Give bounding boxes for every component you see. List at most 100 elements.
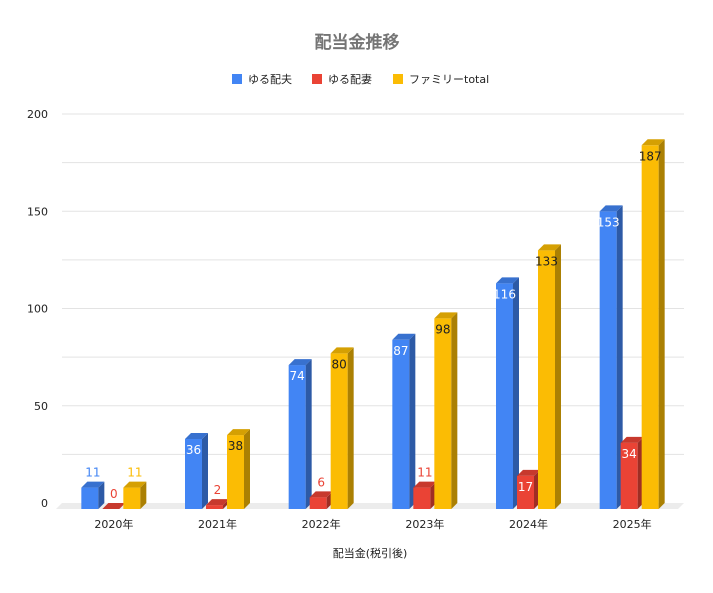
data-label: 11 bbox=[85, 466, 100, 480]
bar-top bbox=[538, 244, 561, 251]
data-label: 6 bbox=[317, 475, 325, 489]
bar-front bbox=[309, 497, 327, 509]
y-tick-label: 50 bbox=[34, 400, 48, 413]
bar-front bbox=[288, 365, 306, 509]
data-label: 187 bbox=[639, 149, 662, 163]
data-label: 38 bbox=[228, 439, 243, 453]
x-tick-label: 2023年 bbox=[405, 517, 444, 531]
data-label: 11 bbox=[127, 466, 142, 480]
x-tick-label: 2024年 bbox=[509, 517, 548, 531]
bar: 11 bbox=[123, 466, 147, 509]
bar-side bbox=[305, 359, 312, 509]
data-label: 80 bbox=[332, 357, 347, 371]
bar-top bbox=[330, 347, 354, 354]
bar-top bbox=[288, 359, 312, 366]
bar-top bbox=[434, 312, 458, 319]
bar-top bbox=[496, 277, 519, 284]
bar-side bbox=[513, 277, 519, 509]
legend-label: ゆる配妻 bbox=[328, 73, 372, 86]
bar-top bbox=[81, 481, 105, 488]
x-tick-label: 2022年 bbox=[302, 517, 341, 531]
legend: ゆる配夫 ゆる配妻 ファミリーtotal bbox=[232, 73, 489, 86]
bar: 11 bbox=[81, 466, 105, 509]
legend-swatch bbox=[393, 74, 403, 84]
legend-swatch bbox=[232, 74, 242, 84]
bar-top bbox=[392, 333, 416, 340]
legend-label: ファミリーtotal bbox=[409, 73, 489, 86]
data-label: 36 bbox=[186, 443, 201, 457]
bar-side bbox=[244, 429, 250, 509]
bar-top bbox=[123, 481, 147, 488]
bar: 38 bbox=[227, 429, 250, 509]
bar-front bbox=[185, 438, 202, 509]
bar-side bbox=[98, 481, 105, 509]
y-tick-label: 0 bbox=[41, 497, 48, 510]
bar-front bbox=[641, 145, 659, 509]
bar: 36 bbox=[185, 432, 208, 509]
bar-front bbox=[123, 487, 141, 509]
x-axis-title: 配当金(税引後) bbox=[333, 546, 408, 560]
y-tick-label: 150 bbox=[27, 205, 48, 218]
bar-front bbox=[434, 318, 452, 509]
bar-side bbox=[555, 244, 561, 509]
bar-front bbox=[620, 442, 638, 509]
bars: 11 0 11 36 2 38 74 6 80 87 11 98 116 17 133 153 34 187 bbox=[81, 139, 665, 510]
bar-front bbox=[496, 283, 513, 509]
bar: 2 bbox=[206, 483, 229, 509]
y-axis: 0 50 100 150 200 bbox=[27, 108, 48, 510]
data-label: 2 bbox=[214, 483, 222, 497]
bar-side bbox=[658, 139, 665, 509]
x-tick-label: 2020年 bbox=[94, 517, 133, 531]
bar-front bbox=[392, 339, 410, 509]
data-label: 153 bbox=[597, 215, 620, 229]
data-label: 11 bbox=[417, 466, 432, 480]
legend-label: ゆる配夫 bbox=[248, 73, 292, 86]
bar-top bbox=[620, 436, 644, 443]
chart-title: 配当金推移 bbox=[315, 32, 400, 53]
bar-front bbox=[81, 487, 99, 509]
data-label: 0 bbox=[110, 487, 118, 501]
x-tick-label: 2021年 bbox=[198, 517, 237, 531]
bar-front bbox=[517, 475, 534, 509]
bar-front bbox=[538, 250, 555, 509]
bar-side bbox=[616, 205, 623, 510]
y-tick-label: 200 bbox=[27, 108, 48, 121]
data-label: 74 bbox=[290, 369, 305, 383]
data-label: 87 bbox=[393, 344, 408, 358]
bar-top bbox=[599, 205, 623, 212]
bar-front bbox=[206, 505, 223, 509]
data-label: 17 bbox=[518, 480, 533, 494]
bar-top bbox=[413, 481, 437, 488]
bar: 133 bbox=[535, 244, 561, 509]
bar-front bbox=[413, 487, 431, 509]
bar: 0 bbox=[102, 487, 126, 509]
bar-side bbox=[347, 347, 354, 509]
gridlines bbox=[62, 113, 684, 455]
bar: 87 bbox=[392, 333, 416, 509]
bar: 80 bbox=[330, 347, 354, 509]
chart-floor bbox=[56, 503, 684, 509]
bar-front bbox=[330, 353, 348, 509]
y-tick-label: 100 bbox=[27, 303, 48, 316]
data-label: 116 bbox=[493, 287, 516, 301]
bar: 116 bbox=[493, 277, 519, 509]
x-axis: 2020年 2021年 2022年 2023年 2024年 2025年 bbox=[94, 517, 651, 531]
x-tick-label: 2025年 bbox=[613, 517, 652, 531]
bar-side bbox=[451, 312, 458, 509]
bar-top bbox=[641, 139, 665, 146]
bar-side bbox=[140, 481, 147, 509]
bar-top bbox=[227, 429, 250, 436]
bar-top bbox=[206, 499, 229, 506]
bar-top bbox=[517, 469, 540, 476]
bar-top bbox=[102, 503, 126, 509]
data-label: 34 bbox=[622, 447, 637, 461]
bar: 187 bbox=[639, 139, 665, 509]
bar-side bbox=[202, 432, 208, 509]
bar: 98 bbox=[434, 312, 458, 509]
legend-swatch bbox=[312, 74, 322, 84]
bar: 17 bbox=[517, 469, 540, 509]
data-label: 133 bbox=[535, 254, 558, 268]
data-label: 98 bbox=[435, 322, 450, 336]
bar-top bbox=[185, 432, 208, 439]
